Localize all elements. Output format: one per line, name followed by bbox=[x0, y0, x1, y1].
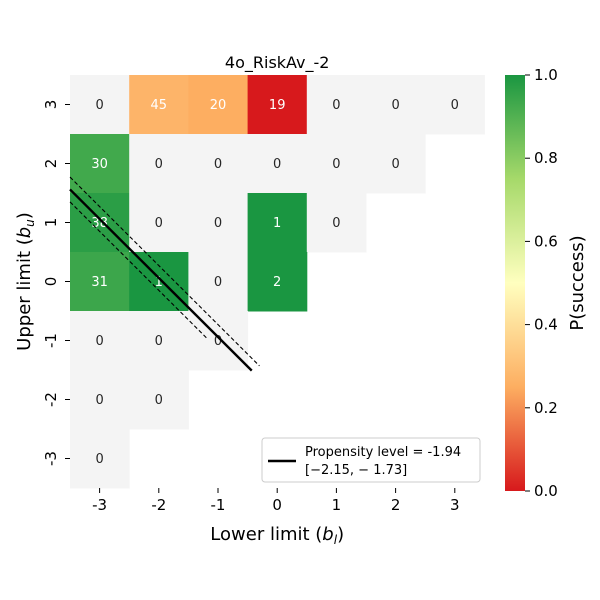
heatmap-cell bbox=[70, 252, 130, 312]
colorbar-label: P(success) bbox=[567, 235, 588, 330]
cell-count-label: 0 bbox=[95, 452, 103, 467]
heatmap-cell bbox=[247, 193, 308, 253]
heatmap-cell bbox=[366, 134, 426, 194]
heatmap-cell bbox=[247, 134, 308, 194]
heatmap-cell bbox=[129, 75, 189, 135]
heatmap-cell bbox=[129, 193, 189, 253]
heatmap-cell bbox=[306, 134, 367, 194]
heatmap-cell bbox=[70, 311, 130, 371]
cell-count-label: 19 bbox=[269, 98, 286, 113]
y-tick-label: 0 bbox=[42, 277, 60, 287]
heatmap-cell bbox=[306, 75, 367, 135]
heatmap-cell bbox=[129, 370, 189, 430]
heatmap-cell bbox=[188, 193, 249, 253]
y-tick-label: 3 bbox=[42, 100, 60, 110]
heatmap-cell bbox=[188, 75, 249, 135]
cell-count-label: 2 bbox=[273, 275, 281, 290]
cell-count-label: 0 bbox=[451, 98, 459, 113]
y-tick-label: 2 bbox=[42, 159, 60, 169]
x-tick-labels: -3 -2 -1 0 1 2 3 bbox=[92, 488, 460, 514]
heatmap-cell bbox=[70, 75, 130, 135]
colorbar-tick-label: 0.8 bbox=[534, 149, 558, 167]
colorbar-tick-label: 1.0 bbox=[534, 66, 558, 84]
x-axis-label: Lower limit (bl) bbox=[210, 524, 344, 547]
x-tick-label: -2 bbox=[151, 496, 166, 514]
cell-count-label: 0 bbox=[155, 216, 163, 231]
colorbar-tick-label: 0.2 bbox=[534, 399, 558, 417]
cell-count-label: 0 bbox=[391, 98, 399, 113]
cell-count-label: 0 bbox=[155, 334, 163, 349]
legend: Propensity level = -1.94 [−2.15, − 1.73] bbox=[261, 437, 481, 483]
heatmap-cell bbox=[70, 193, 130, 253]
cell-count-label: 0 bbox=[155, 157, 163, 172]
heatmap-cell bbox=[247, 75, 308, 135]
cell-count-label: 0 bbox=[332, 157, 340, 172]
y-tick-label: -2 bbox=[42, 392, 60, 407]
legend-box bbox=[261, 437, 481, 483]
legend-propensity-label: Propensity level = -1.94 bbox=[305, 445, 461, 460]
cell-count-label: 0 bbox=[332, 98, 340, 113]
cell-count-label: 30 bbox=[91, 157, 108, 172]
colorbar-tick-label: 0.6 bbox=[534, 232, 558, 250]
y-tick-label: -3 bbox=[42, 451, 60, 466]
cell-count-label: 0 bbox=[214, 334, 222, 349]
x-tick-label: 1 bbox=[332, 496, 342, 514]
heatmap-cell bbox=[70, 370, 130, 430]
cell-count-label: 0 bbox=[95, 98, 103, 113]
heatmap-cell bbox=[425, 75, 485, 135]
cell-count-label: 45 bbox=[151, 98, 168, 113]
y-tick-label: -1 bbox=[42, 333, 60, 348]
y-axis-label: Upper limit (bu) bbox=[14, 212, 37, 351]
heatmap-cell bbox=[188, 252, 249, 312]
cell-count-label: 0 bbox=[95, 334, 103, 349]
cell-count-label: 31 bbox=[91, 275, 108, 290]
cell-count-label: 1 bbox=[273, 216, 281, 231]
cell-count-label: 0 bbox=[95, 393, 103, 408]
heatmap-cell bbox=[70, 429, 130, 489]
x-tick-label: -3 bbox=[92, 496, 107, 514]
cell-count-label: 0 bbox=[214, 216, 222, 231]
heatmap-cell bbox=[188, 311, 249, 371]
cell-count-label: 0 bbox=[332, 216, 340, 231]
heatmap-cell bbox=[366, 75, 426, 135]
cell-count-label: 1 bbox=[155, 275, 163, 290]
cell-count-label: 0 bbox=[155, 393, 163, 408]
heatmap-cell bbox=[306, 193, 367, 253]
x-tick-label: 0 bbox=[272, 496, 282, 514]
colorbar-tick-label: 0.0 bbox=[534, 482, 558, 500]
x-tick-label: -1 bbox=[211, 496, 226, 514]
heatmap-cell bbox=[129, 134, 189, 194]
y-tick-labels: 3 2 1 0 -1 -2 -3 bbox=[42, 100, 70, 466]
heatmap-cells: 0 45 20 19 0 0 030 0 0 0 0 038 0 0 1 031 1 0 20 0 00 00 bbox=[70, 75, 485, 489]
colorbar bbox=[505, 75, 525, 491]
heatmap-cell bbox=[70, 134, 130, 194]
heatmap-cell bbox=[129, 252, 189, 312]
heatmap-cell bbox=[188, 134, 249, 194]
chart-title: 4o_RiskAv_-2 bbox=[225, 53, 330, 73]
heatmap-cell bbox=[129, 311, 189, 371]
colorbar-ticks: 0.0 0.2 0.4 0.6 0.8 1.0 bbox=[525, 66, 558, 500]
x-tick-label: 3 bbox=[450, 496, 460, 514]
y-tick-label: 1 bbox=[42, 218, 60, 228]
cell-count-label: 0 bbox=[273, 157, 281, 172]
cell-count-label: 0 bbox=[214, 275, 222, 290]
colorbar-tick-label: 0.4 bbox=[534, 316, 558, 334]
cell-count-label: 0 bbox=[214, 157, 222, 172]
cell-count-label: 20 bbox=[210, 98, 227, 113]
propensity-ci-line bbox=[69, 176, 260, 367]
x-tick-label: 2 bbox=[391, 496, 401, 514]
heatmap-cell bbox=[247, 252, 308, 312]
propensity-line bbox=[69, 188, 253, 372]
cell-count-label: 0 bbox=[391, 157, 399, 172]
legend-ci-label: [−2.15, − 1.73] bbox=[305, 463, 407, 478]
propensity-lines bbox=[69, 176, 260, 372]
